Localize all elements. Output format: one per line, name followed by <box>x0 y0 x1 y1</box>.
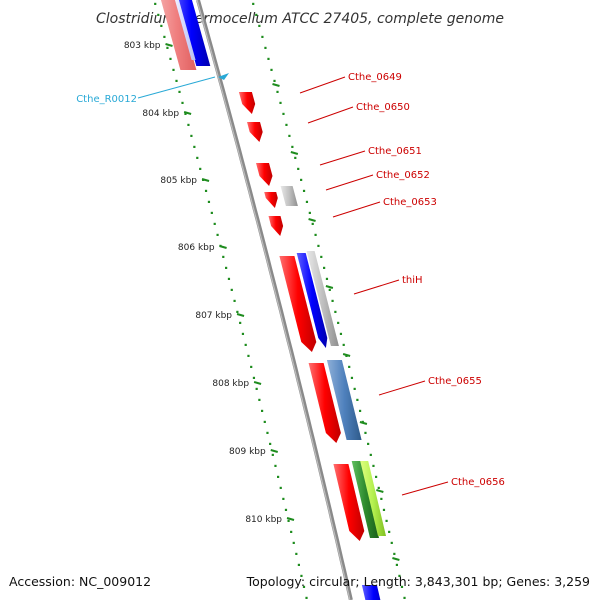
cds-feature <box>247 122 263 142</box>
accession-label: Accession: NC_009012 <box>9 574 151 589</box>
misc-feature <box>360 461 386 536</box>
tick-mark <box>236 313 245 317</box>
gene-callout-line <box>378 380 426 396</box>
tick-mark <box>165 43 173 47</box>
rna-label: Cthe_R0012 <box>76 94 137 105</box>
gene-label: Cthe_0653 <box>383 197 437 208</box>
cds-feature <box>268 216 284 236</box>
rna-feature <box>218 73 229 80</box>
tick-label: 808 kbp <box>212 379 249 389</box>
feature-group <box>160 0 386 600</box>
tick-mark <box>201 178 210 182</box>
tick-label: 804 kbp <box>142 109 179 119</box>
tick-mark <box>392 557 400 561</box>
tick-mark <box>342 353 351 357</box>
gene-label: Cthe_0649 <box>348 72 402 83</box>
gene-callout-line <box>319 150 366 166</box>
tick-mark <box>286 517 295 521</box>
backbone-line <box>196 0 353 600</box>
tick-mark <box>219 245 227 249</box>
cds-feature <box>264 192 278 208</box>
tick-mark <box>183 111 192 115</box>
misc-feature <box>306 251 339 346</box>
tick-mark <box>272 83 280 87</box>
tick-label: 805 kbp <box>160 176 197 186</box>
tick-mark <box>325 285 334 289</box>
gene-label: Cthe_0656 <box>451 477 505 488</box>
gene-callout-line <box>325 174 374 191</box>
cds-feature <box>238 92 256 114</box>
cds-feature <box>160 0 197 70</box>
cds-feature <box>279 256 317 352</box>
tick-label: 810 kbp <box>245 515 282 525</box>
gene-feature <box>361 585 381 600</box>
misc-feature <box>326 360 362 440</box>
tick-mark <box>359 421 368 425</box>
rna-callout-line <box>137 76 216 99</box>
tick-mark <box>376 489 384 493</box>
cds-feature <box>256 163 273 186</box>
gene-callout-line <box>299 76 346 94</box>
tick-mark <box>290 151 299 155</box>
tick-label: 807 kbp <box>195 311 232 321</box>
misc-feature <box>280 186 298 206</box>
tick-label: 806 kbp <box>178 243 215 253</box>
inner-dotted-ring <box>154 2 308 599</box>
tick-mark <box>270 449 279 453</box>
tick-label: 803 kbp <box>124 41 161 51</box>
ring-group <box>154 0 406 600</box>
tick-mark <box>253 381 262 385</box>
gene-callout-line <box>401 481 449 496</box>
genome-summary: Topology: circular; Length: 3,843,301 bp… <box>246 574 590 589</box>
gene-label: Cthe_0652 <box>376 170 430 181</box>
tick-group: 803 kbp 804 kbp 805 kbp 806 kbp 807 kbp 808 k… <box>124 41 400 561</box>
gene-callout-line <box>307 106 354 124</box>
cds-feature <box>308 363 341 443</box>
gene-label: Cthe_0655 <box>428 376 482 387</box>
tick-label: 809 kbp <box>229 447 266 457</box>
cds-feature <box>333 464 365 541</box>
tick-mark <box>308 218 316 222</box>
gene-feature <box>296 253 328 348</box>
gene-feature <box>177 0 211 66</box>
gene-label: Cthe_0651 <box>368 146 422 157</box>
outer-dotted-ring <box>252 2 406 599</box>
map-title: Clostridium thermocellum ATCC 27405, com… <box>96 11 504 27</box>
gene-feature <box>174 0 196 60</box>
gene-callout-line <box>332 201 381 218</box>
callout-group: Cthe_0649 Cthe_0650 Cthe_0651 Cthe_0652 Cthe… <box>76 72 505 496</box>
gene-label: Cthe_0650 <box>356 102 410 113</box>
misc-feature <box>351 461 379 538</box>
gene-callout-line <box>353 279 400 295</box>
backbone-highlight <box>196 0 351 600</box>
gene-label: thiH <box>402 275 423 286</box>
